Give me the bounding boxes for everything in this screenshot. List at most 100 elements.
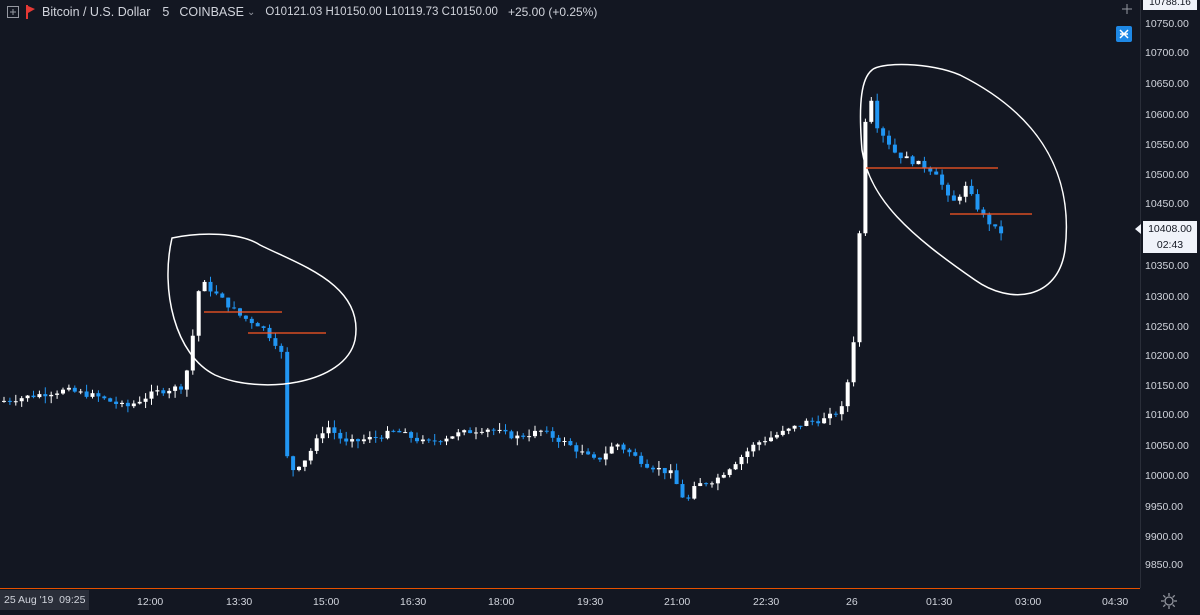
candle-body xyxy=(491,429,496,431)
candle-body xyxy=(963,185,968,197)
candle-body xyxy=(792,425,797,429)
candle-body xyxy=(391,430,396,432)
top-price-badge: 10788.16 xyxy=(1143,0,1197,10)
price-tick: 9900.00 xyxy=(1145,531,1183,543)
candle-body xyxy=(137,401,142,404)
candle-body xyxy=(875,100,880,129)
time-tick: 19:30 xyxy=(577,596,604,608)
gear-icon[interactable] xyxy=(1160,592,1178,610)
candle-body xyxy=(898,152,903,159)
candle-body xyxy=(645,463,650,468)
bar-countdown: 02:43 xyxy=(1143,237,1197,253)
candle-body xyxy=(155,390,160,392)
candle-body xyxy=(615,444,620,447)
candle-body xyxy=(314,438,319,451)
candle-body xyxy=(710,483,714,485)
time-tick: 15:00 xyxy=(313,596,340,608)
candle-body xyxy=(90,393,95,397)
candle-body xyxy=(715,477,720,484)
candle-body xyxy=(757,442,762,445)
candle-body xyxy=(904,156,909,159)
candle-body xyxy=(934,171,939,175)
close-label: C xyxy=(441,6,450,18)
price-tick: 10250.00 xyxy=(1145,321,1189,333)
candle-body xyxy=(603,453,608,460)
candle-body xyxy=(586,451,591,455)
annotation-circle-right[interactable] xyxy=(859,63,1067,296)
candle-body xyxy=(957,196,962,201)
price-tick: 10700.00 xyxy=(1145,47,1189,59)
candle-body xyxy=(521,435,526,437)
candle-body xyxy=(444,438,449,442)
candle-body xyxy=(745,451,750,457)
candle-body xyxy=(816,421,821,424)
candle-series xyxy=(2,93,1004,501)
candle-body xyxy=(84,391,89,397)
candle-body xyxy=(686,497,691,499)
candle-body xyxy=(49,394,54,397)
close-value: 10150.00 xyxy=(449,6,498,18)
candle-body xyxy=(609,446,614,454)
candle-body xyxy=(839,406,844,415)
candle-body xyxy=(769,437,773,442)
candle-body xyxy=(214,291,219,294)
annotation-circle-left[interactable] xyxy=(167,233,357,386)
price-tick: 10550.00 xyxy=(1145,139,1189,151)
candle-body xyxy=(544,430,549,432)
price-tick: 9950.00 xyxy=(1145,501,1183,513)
plus-square-icon[interactable] xyxy=(4,3,22,21)
chevron-down-icon[interactable]: ⌄ xyxy=(246,6,256,18)
price-tick: 10600.00 xyxy=(1145,109,1189,121)
candle-body xyxy=(851,342,856,383)
price-axis[interactable] xyxy=(1140,0,1200,588)
candle-body xyxy=(173,386,178,391)
interval-label[interactable]: 5 xyxy=(162,5,170,19)
candle-body xyxy=(656,467,661,470)
time-tick: 21:00 xyxy=(664,596,691,608)
candle-body xyxy=(415,437,419,442)
candle-body xyxy=(232,307,237,309)
candle-body xyxy=(202,281,207,292)
time-tick: 16:30 xyxy=(400,596,427,608)
candle-body xyxy=(373,436,378,438)
exchange-label[interactable]: COINBASE xyxy=(179,5,244,19)
candle-body xyxy=(125,402,130,407)
candle-body xyxy=(727,469,732,475)
price-tick: 10050.00 xyxy=(1145,440,1189,452)
open-label: O xyxy=(265,6,275,18)
candle-body xyxy=(297,466,301,471)
candle-body xyxy=(367,436,372,440)
candle-body xyxy=(533,430,537,437)
high-value: 10150.00 xyxy=(333,6,382,18)
candle-body xyxy=(928,168,933,172)
candle-body xyxy=(208,281,213,292)
annotation-layer xyxy=(167,63,1067,386)
candle-body xyxy=(969,185,974,195)
candle-body xyxy=(946,184,950,196)
candle-body xyxy=(845,382,850,407)
candle-body xyxy=(261,326,266,328)
candle-body xyxy=(668,470,673,474)
candle-body xyxy=(432,440,437,442)
candle-body xyxy=(804,420,809,426)
candle-body xyxy=(361,439,366,442)
candle-body xyxy=(987,214,992,225)
candle-body xyxy=(869,100,874,122)
time-tick: 04:30 xyxy=(1102,596,1129,608)
candle-body xyxy=(338,432,343,439)
time-axis[interactable] xyxy=(0,588,1140,615)
time-tick: 26 xyxy=(846,596,858,608)
candle-body xyxy=(763,441,768,443)
candlestick-chart[interactable] xyxy=(0,0,1140,588)
candle-body xyxy=(462,430,467,433)
candle-body xyxy=(13,401,18,403)
symbol-name[interactable]: Bitcoin / U.S. Dollar xyxy=(42,5,151,19)
candle-body xyxy=(798,425,803,427)
candle-body xyxy=(680,484,685,498)
plus-icon[interactable] xyxy=(1120,2,1134,16)
candle-body xyxy=(31,395,36,398)
candle-body xyxy=(456,432,461,437)
candle-body xyxy=(515,435,520,439)
auto-scale-button[interactable] xyxy=(1116,26,1132,42)
candle-body xyxy=(633,452,638,456)
